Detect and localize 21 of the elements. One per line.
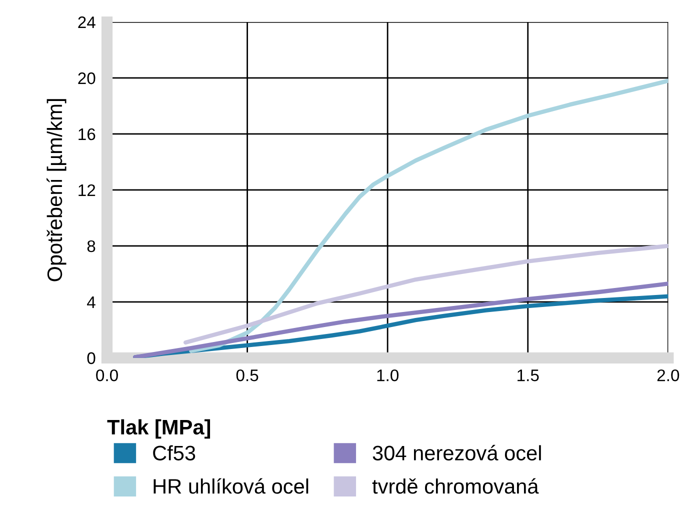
x-tick-label: 0.5	[236, 369, 258, 382]
legend-label: tvrdě chromovaná	[372, 478, 539, 494]
y-tick-label: 0	[87, 352, 96, 364]
y-tick-label: 12	[78, 184, 96, 196]
x-tick-label: 0.0	[96, 369, 118, 382]
y-axis-title: Opotřebení [µm/km]	[46, 99, 66, 282]
line-series	[183, 244, 668, 345]
x-tick-label: 1.0	[377, 369, 399, 382]
x-tick-label: 1.5	[518, 370, 539, 382]
y-tick-label: 8	[87, 240, 96, 252]
legend-label: HR uhlíková ocel	[154, 478, 308, 494]
line-series	[132, 282, 668, 358]
legend-label: Cf53	[153, 445, 196, 460]
legend-label: 304 nerezová ocel	[372, 444, 541, 460]
x-tick-label: 2.0	[657, 369, 680, 382]
line-series	[189, 78, 668, 353]
y-tick-label: 4	[87, 296, 96, 308]
y-tick-label: 20	[78, 72, 96, 84]
x-axis-title: Tlak [MPa]	[107, 419, 210, 439]
y-tick-label: 24	[78, 16, 96, 28]
y-tick-label: 16	[78, 128, 96, 140]
